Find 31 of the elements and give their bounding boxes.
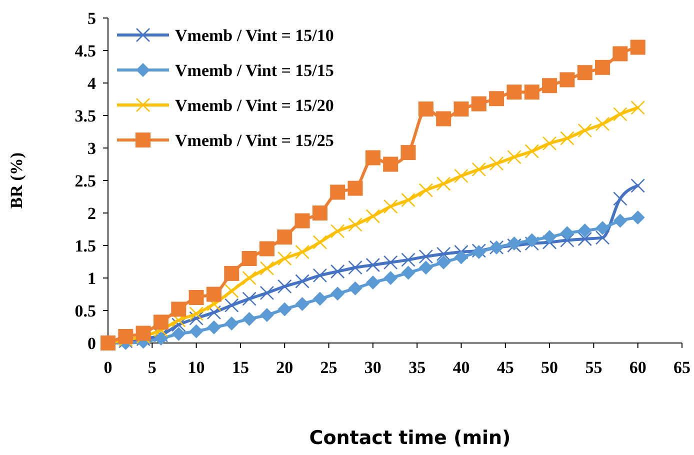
x-tick-label: 65: [674, 358, 690, 377]
y-tick-label: 2: [88, 204, 96, 223]
y-axis-title: BR (%): [7, 152, 26, 209]
x-tick-label: 50: [541, 358, 558, 377]
y-tick-label: 1: [88, 268, 96, 288]
x-tick-label: 55: [585, 358, 602, 377]
y-tick-label: 0: [88, 334, 96, 353]
y-tick-label: 1.5: [74, 236, 96, 256]
x-tick-label: 30: [364, 358, 382, 377]
y-tick-label: 4: [88, 74, 96, 93]
y-tick-label: 0.5: [74, 301, 96, 320]
x-axis-title: Contact time (min): [309, 427, 511, 449]
legend-label: Vmemb / Vint = 15/25: [175, 130, 334, 150]
x-tick-label: 0: [104, 358, 112, 377]
x-tick-label: 5: [148, 358, 156, 377]
y-tick-label: 2.5: [74, 171, 96, 190]
legend-label: Vmemb / Vint = 15/10: [175, 26, 334, 45]
x-tick-label: 35: [408, 358, 426, 377]
legend-label: Vmemb / Vint = 15/20: [175, 96, 334, 115]
x-tick-label: 40: [452, 358, 470, 377]
y-tick-label: 5: [88, 8, 96, 28]
x-tick-label: 60: [629, 358, 646, 377]
x-tick-label: 25: [320, 358, 338, 377]
x-tick-label: 15: [232, 358, 249, 377]
y-tick-label: 3.5: [74, 106, 96, 126]
x-tick-label: 10: [188, 358, 205, 377]
y-tick-label: 4.5: [74, 41, 96, 60]
x-tick-label: 45: [496, 358, 514, 377]
y-tick-label: 3: [88, 138, 96, 158]
x-tick-label: 20: [276, 358, 294, 377]
legend-label: Vmemb / Vint = 15/15: [175, 60, 334, 80]
